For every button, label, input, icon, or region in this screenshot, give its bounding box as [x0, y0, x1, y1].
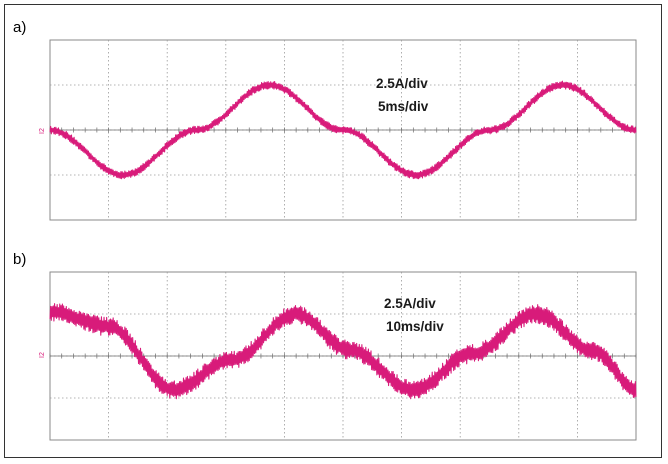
- grid-b: [49, 271, 637, 441]
- waveform-trace-b: [49, 303, 637, 400]
- scope-panel-a: I2 2.5A/div 5ms/div: [39, 39, 637, 221]
- panel-a-label: a): [13, 19, 27, 36]
- scope-panel-b: I2 2.5A/div 10ms/div: [39, 271, 637, 441]
- timebase-label-a: 5ms/div: [378, 99, 429, 114]
- figure-frame: a) b): [4, 4, 662, 458]
- timebase-label-b: 10ms/div: [386, 319, 444, 334]
- panel-b-label: b): [13, 251, 27, 268]
- scale-label-b: 2.5A/div: [384, 296, 436, 311]
- scale-label-a: 2.5A/div: [376, 76, 428, 91]
- waveform-trace-a: [49, 80, 637, 180]
- channel-label-a: I2: [39, 128, 46, 134]
- channel-label-b: I2: [39, 352, 46, 358]
